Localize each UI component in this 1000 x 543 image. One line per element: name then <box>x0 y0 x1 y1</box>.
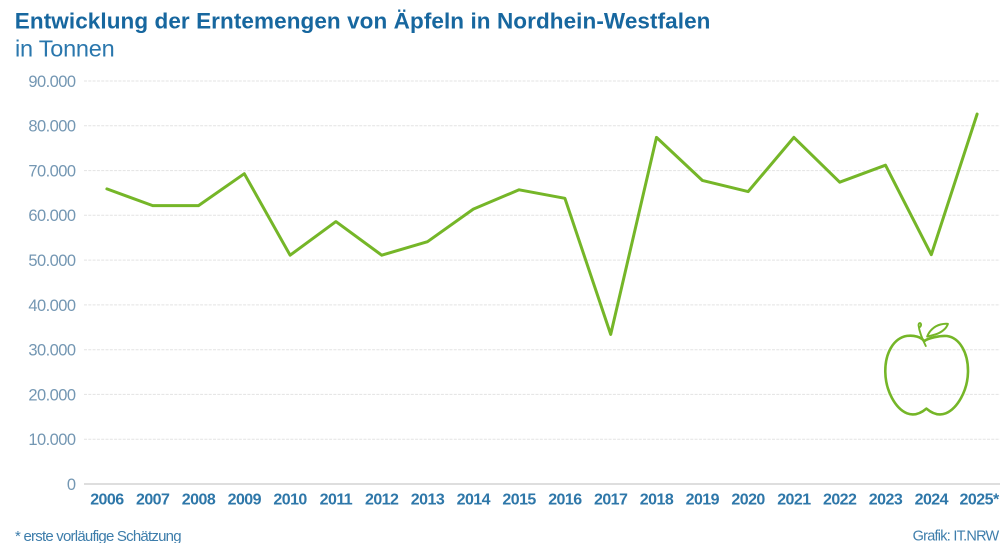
svg-text:60.000: 60.000 <box>28 207 76 225</box>
svg-text:2024: 2024 <box>915 492 949 509</box>
svg-text:2019: 2019 <box>686 492 720 509</box>
svg-text:2007: 2007 <box>136 492 170 509</box>
svg-text:Entwicklung der Erntemengen vo: Entwicklung der Erntemengen von Äpfeln i… <box>15 8 711 33</box>
svg-text:2006: 2006 <box>90 492 124 509</box>
svg-text:2013: 2013 <box>411 492 445 509</box>
svg-text:2010: 2010 <box>273 492 307 509</box>
svg-text:2021: 2021 <box>777 492 811 509</box>
svg-text:2015: 2015 <box>502 492 536 509</box>
svg-text:2016: 2016 <box>548 492 582 509</box>
svg-text:0: 0 <box>67 476 76 494</box>
svg-text:2009: 2009 <box>228 492 262 509</box>
svg-text:2014: 2014 <box>457 492 491 509</box>
svg-text:2022: 2022 <box>823 492 857 509</box>
svg-text:70.000: 70.000 <box>28 163 76 181</box>
svg-text:2008: 2008 <box>182 492 216 509</box>
svg-text:2017: 2017 <box>594 492 628 509</box>
svg-text:10.000: 10.000 <box>28 431 76 449</box>
svg-text:2023: 2023 <box>869 492 903 509</box>
svg-text:50.000: 50.000 <box>28 252 76 270</box>
svg-text:Grafik: IT.NRW: Grafik: IT.NRW <box>913 529 1000 543</box>
svg-text:80.000: 80.000 <box>28 118 76 136</box>
svg-text:20.000: 20.000 <box>28 386 76 404</box>
svg-text:* erste vorläufige Schätzung: * erste vorläufige Schätzung <box>15 528 181 543</box>
svg-text:90.000: 90.000 <box>28 73 76 91</box>
svg-text:2025*: 2025* <box>960 492 1000 509</box>
svg-text:30.000: 30.000 <box>28 342 76 360</box>
svg-text:2020: 2020 <box>731 492 765 509</box>
svg-text:2011: 2011 <box>320 492 353 509</box>
svg-text:in Tonnen: in Tonnen <box>15 35 114 61</box>
svg-text:2012: 2012 <box>365 492 399 509</box>
svg-text:2018: 2018 <box>640 492 674 509</box>
svg-text:40.000: 40.000 <box>28 297 76 315</box>
